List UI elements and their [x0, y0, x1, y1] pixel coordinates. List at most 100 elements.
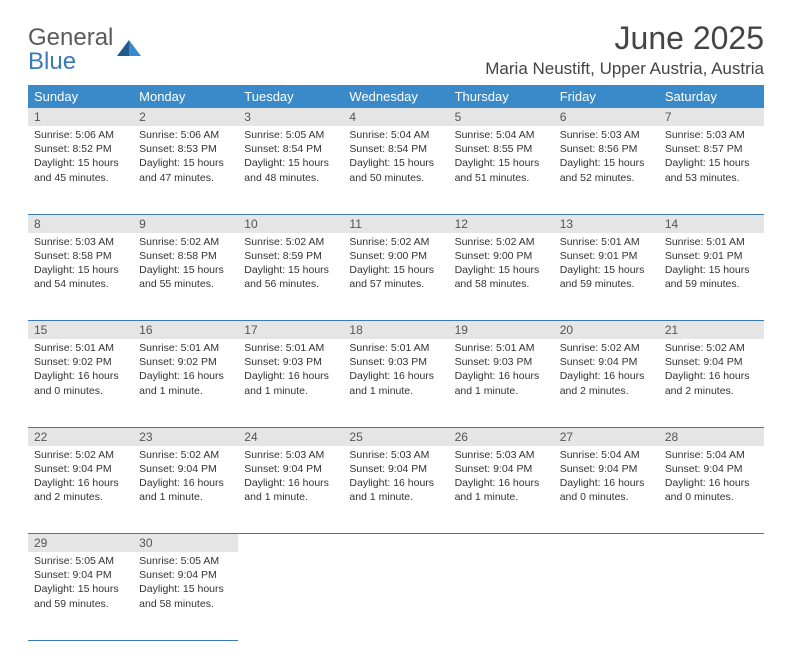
day-number: 19 [449, 321, 554, 340]
daylight-line: Daylight: 16 hours and 0 minutes. [560, 477, 645, 503]
day-cell: Sunrise: 5:01 AMSunset: 9:01 PMDaylight:… [659, 233, 764, 321]
sunset-line: Sunset: 9:04 PM [665, 356, 743, 368]
day-number: 26 [449, 427, 554, 446]
day-number [659, 534, 764, 553]
daylight-line: Daylight: 15 hours and 54 minutes. [34, 264, 119, 290]
day-cell: Sunrise: 5:01 AMSunset: 9:03 PMDaylight:… [238, 339, 343, 427]
sunrise-line: Sunrise: 5:03 AM [560, 129, 640, 141]
sunset-line: Sunset: 9:01 PM [665, 250, 743, 262]
day-body: Sunrise: 5:03 AMSunset: 9:04 PMDaylight:… [238, 446, 343, 511]
daylight-line: Daylight: 16 hours and 1 minute. [455, 370, 540, 396]
day-body: Sunrise: 5:05 AM Sunset: 8:54 PM Daylight:… [238, 126, 343, 191]
sunrise-line: Sunrise: 5:04 AM [349, 129, 429, 141]
sunrise-line: Sunrise: 5:04 AM [455, 129, 535, 141]
day-body: Sunrise: 5:02 AMSunset: 9:00 PMDaylight:… [449, 233, 554, 298]
day-cell: Sunrise: 5:04 AMSunset: 9:04 PMDaylight:… [659, 446, 764, 534]
day-cell: Sunrise: 5:03 AMSunset: 9:04 PMDaylight:… [343, 446, 448, 534]
sunset-line: Sunset: 8:58 PM [34, 250, 112, 262]
sunrise-line: Sunrise: 5:02 AM [349, 236, 429, 248]
sunrise-line: Sunrise: 5:01 AM [349, 342, 429, 354]
day-body: Sunrise: 5:01 AMSunset: 9:03 PMDaylight:… [343, 339, 448, 404]
day-number [343, 534, 448, 553]
day-body: Sunrise: 5:04 AMSunset: 9:04 PMDaylight:… [554, 446, 659, 511]
sunset-line: Sunset: 8:54 PM [244, 143, 322, 155]
daylight-line: Daylight: 15 hours and 56 minutes. [244, 264, 329, 290]
logo-triangle-icon [115, 34, 143, 67]
sunset-line: Sunset: 8:53 PM [139, 143, 217, 155]
sunset-line: Sunset: 9:02 PM [34, 356, 112, 368]
sunrise-line: Sunrise: 5:02 AM [34, 449, 114, 461]
daylight-line: Daylight: 16 hours and 0 minutes. [665, 477, 750, 503]
day-cell: Sunrise: 5:04 AMSunset: 8:55 PMDaylight:… [449, 126, 554, 214]
sunset-line: Sunset: 9:04 PM [349, 463, 427, 475]
day-number: 7 [659, 108, 764, 126]
day-number: 18 [343, 321, 448, 340]
day-number: 10 [238, 214, 343, 233]
day-number: 1 [28, 108, 133, 126]
daylight-line: Daylight: 15 hours and 58 minutes. [139, 583, 224, 609]
col-friday: Friday [554, 85, 659, 108]
sunrise-line: Sunrise: 5:02 AM [665, 342, 745, 354]
day-body: Sunrise: 5:01 AMSunset: 9:01 PMDaylight:… [659, 233, 764, 298]
day-number: 8 [28, 214, 133, 233]
sunrise-line: Sunrise: 5:03 AM [34, 236, 114, 248]
daylight-line: Daylight: 15 hours and 55 minutes. [139, 264, 224, 290]
sunset-line: Sunset: 9:04 PM [139, 463, 217, 475]
sunset-line: Sunset: 9:04 PM [560, 356, 638, 368]
day-cell: Sunrise: 5:03 AMSunset: 8:56 PMDaylight:… [554, 126, 659, 214]
day-number: 24 [238, 427, 343, 446]
sunset-line: Sunset: 9:04 PM [244, 463, 322, 475]
daylight-line: Daylight: 16 hours and 1 minute. [455, 477, 540, 503]
day-number: 16 [133, 321, 238, 340]
day-cell: Sunrise: 5:04 AMSunset: 8:54 PMDaylight:… [343, 126, 448, 214]
day-number: 20 [554, 321, 659, 340]
sunset-line: Sunset: 8:56 PM [560, 143, 638, 155]
daylight-line: Daylight: 16 hours and 0 minutes. [34, 370, 119, 396]
day-number [554, 534, 659, 553]
daynum-row: 2930 [28, 534, 764, 553]
day-cell: Sunrise: 5:02 AMSunset: 9:04 PMDaylight:… [554, 339, 659, 427]
daynum-row: 1234567 [28, 108, 764, 126]
day-cell: Sunrise: 5:05 AM Sunset: 8:54 PM Daylight:… [238, 126, 343, 214]
sunset-line: Sunset: 9:00 PM [455, 250, 533, 262]
day-cell: Sunrise: 5:02 AMSunset: 8:58 PMDaylight:… [133, 233, 238, 321]
sunrise-line: Sunrise: 5:03 AM [455, 449, 535, 461]
sunrise-line: Sunrise: 5:02 AM [244, 236, 324, 248]
daylight-line: Daylight: 15 hours and 48 minutes. [244, 157, 329, 183]
daynum-row: 15161718192021 [28, 321, 764, 340]
daylight-line: Daylight: 15 hours and 53 minutes. [665, 157, 750, 183]
day-number: 21 [659, 321, 764, 340]
daylight-line: Daylight: 15 hours and 59 minutes. [560, 264, 645, 290]
sunset-line: Sunset: 9:04 PM [34, 569, 112, 581]
day-cell: Sunrise: 5:01 AMSunset: 9:03 PMDaylight:… [343, 339, 448, 427]
logo-word1: General [28, 24, 113, 51]
day-header-row: Sunday Monday Tuesday Wednesday Thursday… [28, 85, 764, 108]
daylight-line: Daylight: 15 hours and 59 minutes. [665, 264, 750, 290]
sunrise-line: Sunrise: 5:05 AM [244, 129, 324, 141]
day-body: Sunrise: 5:02 AMSunset: 9:04 PMDaylight:… [659, 339, 764, 404]
daylight-line: Daylight: 15 hours and 58 minutes. [455, 264, 540, 290]
day-number: 11 [343, 214, 448, 233]
sunrise-line: Sunrise: 5:01 AM [560, 236, 640, 248]
day-body: Sunrise: 5:03 AMSunset: 9:04 PMDaylight:… [343, 446, 448, 511]
day-body: Sunrise: 5:01 AMSunset: 9:03 PMDaylight:… [238, 339, 343, 404]
col-sunday: Sunday [28, 85, 133, 108]
day-body: Sunrise: 5:01 AMSunset: 9:01 PMDaylight:… [554, 233, 659, 298]
location: Maria Neustift, Upper Austria, Austria [485, 59, 764, 79]
sunset-line: Sunset: 8:57 PM [665, 143, 743, 155]
sunrise-line: Sunrise: 5:06 AM [34, 129, 114, 141]
title-block: June 2025 Maria Neustift, Upper Austria,… [485, 20, 764, 79]
day-cell: Sunrise: 5:02 AMSunset: 9:04 PMDaylight:… [659, 339, 764, 427]
day-body: Sunrise: 5:01 AMSunset: 9:02 PMDaylight:… [133, 339, 238, 404]
day-number: 25 [343, 427, 448, 446]
day-number: 22 [28, 427, 133, 446]
col-saturday: Saturday [659, 85, 764, 108]
day-body: Sunrise: 5:03 AM Sunset: 8:58 PM Daylight:… [28, 233, 133, 298]
day-cell: Sunrise: 5:03 AMSunset: 9:04 PMDaylight:… [238, 446, 343, 534]
sunrise-line: Sunrise: 5:02 AM [560, 342, 640, 354]
month-title: June 2025 [485, 20, 764, 57]
day-number: 14 [659, 214, 764, 233]
sunrise-line: Sunrise: 5:01 AM [455, 342, 535, 354]
daylight-line: Daylight: 16 hours and 1 minute. [349, 477, 434, 503]
sunset-line: Sunset: 9:04 PM [665, 463, 743, 475]
